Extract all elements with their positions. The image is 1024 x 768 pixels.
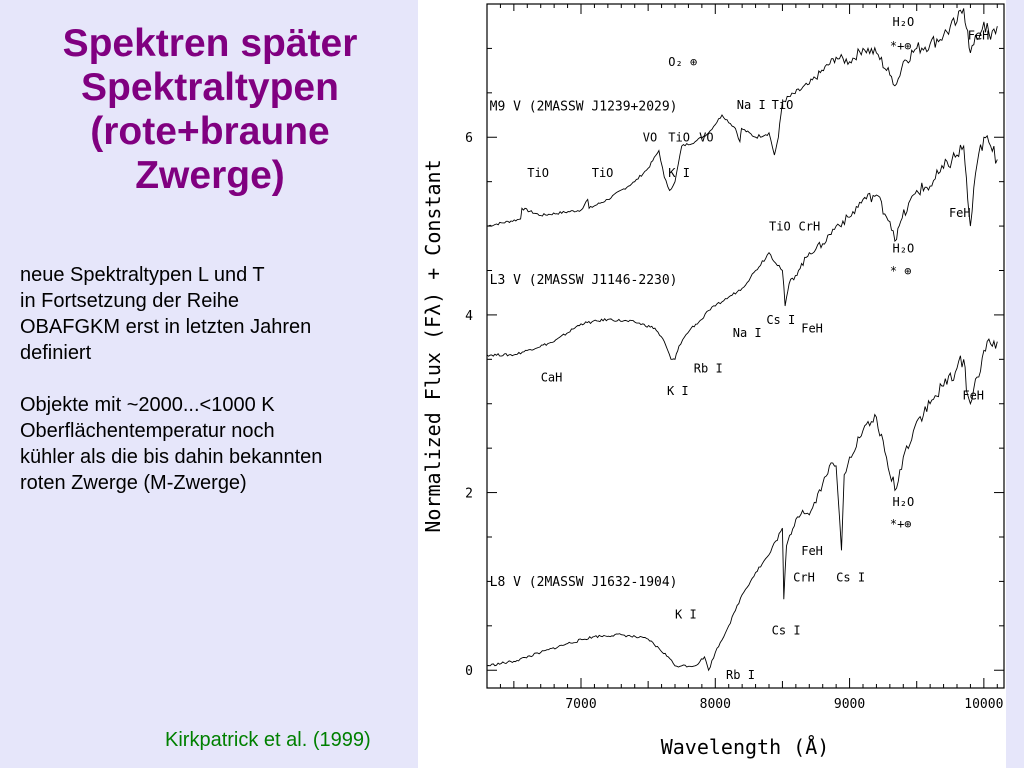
body-line: Oberflächentemperatur noch [20,420,275,442]
line-annotation: H₂O [893,495,915,509]
spectrum-chart: 7000 8000 9000 10000 0 2 4 6 M9 V (2MASSW J1239… [421,3,1005,759]
citation: Kirkpatrick et al. (1999) [165,729,371,751]
body-line: definiert [20,342,92,364]
axis-ticks: 7000 8000 9000 10000 0 2 4 6 [465,4,1004,712]
line-annotation: TiO [592,166,614,180]
title-line: Spektren später [62,22,358,65]
title-line: (rote+braune [90,110,330,153]
x-tick-label: 8000 [700,697,731,712]
line-annotation: CrH [799,220,821,234]
line-annotation: CaH [541,371,563,385]
series-label: L3 V (2MASSW J1146-2230) [490,273,678,288]
line-annotation: Rb I [726,668,755,682]
line-annotation: FeH [801,544,823,558]
line-annotation: Na I [733,326,762,340]
line-annotation: O₂ ⊕ [668,55,697,69]
line-annotation: VO [699,131,713,145]
body-line: neue Spektraltypen L und T [20,264,265,286]
spectrum-line [486,8,998,227]
spectrum-line [486,134,998,360]
y-tick-label: 2 [465,487,473,502]
line-annotation: Cs I [772,624,801,638]
spectrum-line [486,338,998,672]
body-line: OBAFGKM erst in letzten Jahren [20,316,312,338]
plot-frame [486,3,1005,689]
line-annotation: Na I [737,98,766,112]
line-annotation: TiO [668,131,690,145]
line-annotation: H₂O [893,15,915,29]
line-annotation: CrH [793,570,815,584]
line-annotation: TiO [772,98,794,112]
slide-title: Spektren später Spektraltypen (rote+brau… [10,22,410,198]
slide-body: neue Spektraltypen L und T in Fortsetzun… [20,262,415,522]
line-annotation: K I [667,384,689,398]
y-axis-label: Normalized Flux (Fλ) + Constant [421,159,445,532]
paragraph-temperature: Objekte mit ~2000...<1000 K Oberflächent… [20,392,415,496]
line-annotation: Cs I [766,313,795,327]
line-annotation: TiO [769,220,791,234]
body-line: in Fortsetzung der Reihe [20,290,240,312]
line-annotation: K I [675,608,697,622]
title-line: Spektraltypen [81,66,339,109]
line-annotation: FeH [968,29,990,43]
paragraph-spectral-types: neue Spektraltypen L und T in Fortsetzun… [20,262,415,366]
y-tick-label: 6 [465,131,473,146]
body-line: roten Zwerge (M-Zwerge) [20,472,247,494]
x-tick-label: 7000 [565,697,596,712]
line-annotation: *+⊕ [890,39,912,53]
line-annotation: Rb I [694,362,723,376]
x-tick-label: 9000 [834,697,865,712]
line-annotation: TiO [527,166,549,180]
x-tick-label: 10000 [964,697,1003,712]
title-line: Zwerge) [135,154,285,197]
body-line: kühler als die bis dahin bekannten [20,446,323,468]
line-annotation: * ⊕ [890,264,912,278]
series-label: L8 V (2MASSW J1632-1904) [490,575,678,590]
series-label: M9 V (2MASSW J1239+2029) [490,100,678,115]
body-line: Objekte mit ~2000...<1000 K [20,394,275,416]
line-annotation: FeH [962,388,984,402]
line-annotation: FeH [801,322,823,336]
line-annotation: Cs I [836,570,865,584]
spectrum-figure: 7000 8000 9000 10000 0 2 4 6 M9 V (2MASSW J1239… [418,0,1006,768]
y-tick-label: 4 [465,309,473,324]
y-tick-label: 0 [465,664,473,679]
series-layer: M9 V (2MASSW J1239+2029) L3 V (2MASSW J11… [486,8,998,672]
annotation-layer: TiO TiO VO TiO VO K I O₂ ⊕ Na I TiO H₂O *+⊕ FeH FeH T… [527,15,989,682]
line-annotation: K I [668,166,690,180]
line-annotation: VO [643,131,657,145]
line-annotation: H₂O [893,242,915,256]
line-annotation: FeH [949,206,971,220]
line-annotation: *+⊕ [890,517,912,531]
x-axis-label: Wavelength (Å) [661,735,830,759]
